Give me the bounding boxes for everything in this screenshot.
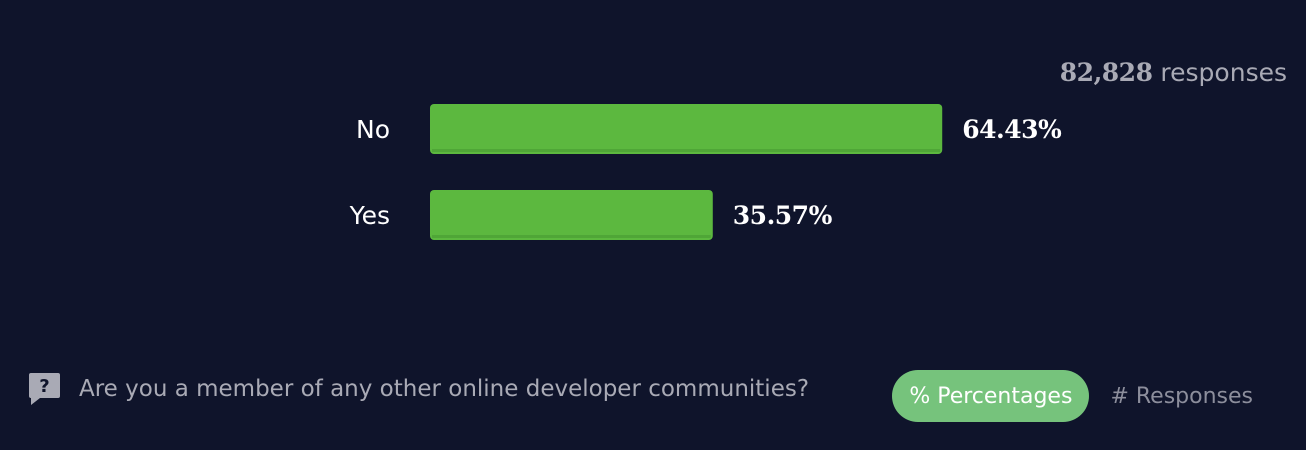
responses-number: 82,828 <box>1059 58 1153 87</box>
bar-no[interactable] <box>430 104 943 154</box>
responses-toggle-button[interactable]: # Responses <box>1093 370 1270 422</box>
percentages-toggle-button[interactable]: % Percentages <box>892 370 1090 422</box>
bar-yes[interactable] <box>430 190 713 240</box>
bar-label-yes: Yes <box>349 201 390 230</box>
question-bubble-icon: ? <box>29 373 60 405</box>
bar-value-yes: 35.57% <box>733 201 833 230</box>
display-toggle: % Percentages # Responses <box>892 370 1270 422</box>
bar-shadow-no <box>432 149 941 152</box>
svg-text:?: ? <box>39 376 49 397</box>
responses-count: 82,828 responses <box>1060 58 1287 87</box>
responses-suffix: responses <box>1160 58 1287 87</box>
question-footer: ? Are you a member of any other online d… <box>28 372 809 406</box>
bar-value-no: 64.43% <box>962 115 1062 144</box>
bar-shadow-yes <box>432 235 711 238</box>
bar-label-no: No <box>356 115 390 144</box>
bar-chart: No 64.43% Yes 35.57% <box>349 104 1063 240</box>
question-text: Are you a member of any other online dev… <box>79 376 810 402</box>
